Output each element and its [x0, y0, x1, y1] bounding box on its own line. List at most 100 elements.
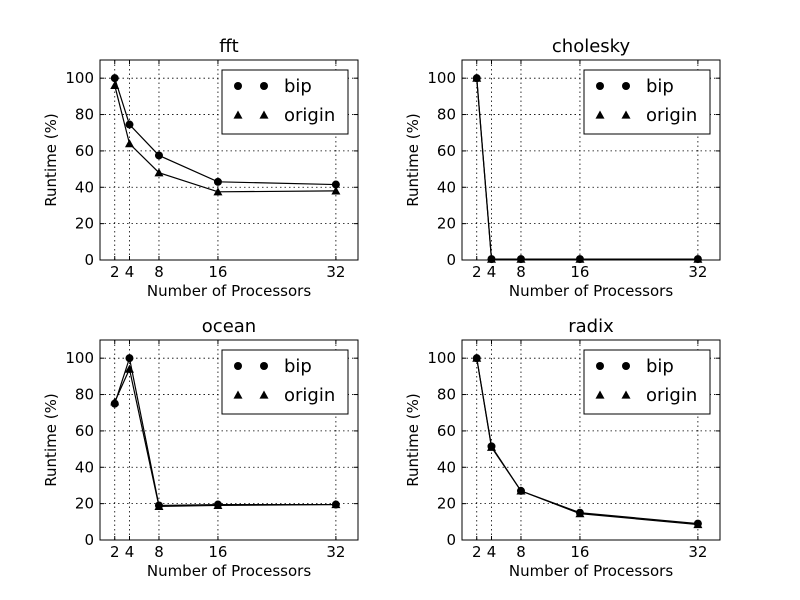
legend-box: [221, 349, 349, 415]
legend-marker-origin: [259, 110, 269, 119]
data-point-bip: [110, 74, 119, 83]
y-tick-label: 60: [437, 142, 456, 160]
y-tick-label: 0: [446, 531, 456, 549]
y-tick-label: 100: [427, 349, 456, 367]
legend-box: [583, 349, 711, 415]
data-point-origin: [110, 397, 120, 406]
x-tick-label: 4: [487, 543, 497, 561]
data-point-bip: [125, 120, 134, 129]
y-axis-label: Runtime (%): [404, 393, 422, 486]
x-tick-label: 2: [110, 543, 120, 561]
chart-title: radix: [568, 316, 614, 337]
x-tick-label: 32: [688, 543, 707, 561]
chart-title: cholesky: [552, 36, 631, 57]
data-point-origin: [331, 186, 341, 195]
y-tick-label: 100: [427, 69, 456, 87]
data-point-bip: [331, 180, 340, 189]
y-tick-label: 100: [65, 349, 94, 367]
data-point-origin: [213, 500, 223, 510]
y-axis-label: Runtime (%): [42, 393, 60, 486]
legend-marker-origin: [621, 390, 631, 399]
legend-marker-origin: [621, 110, 631, 119]
y-tick-label: 0: [84, 251, 94, 269]
x-tick-label: 32: [326, 263, 345, 281]
x-axis-label: Number of Processors: [147, 282, 311, 300]
data-point-origin: [516, 254, 526, 263]
y-axis-label: Runtime (%): [404, 113, 422, 206]
data-point-origin: [124, 364, 134, 373]
legend-entry-bip: bip: [234, 76, 312, 97]
legend-marker-bip: [260, 82, 268, 90]
data-point-origin: [486, 254, 496, 263]
legend-box: [583, 69, 711, 135]
legend-marker-bip: [234, 362, 242, 370]
chart-panel-fft: 2 4 8 16 32 0 20 40 60 80 100 fft Number of Processo…: [42, 36, 359, 300]
data-point-origin: [486, 442, 496, 451]
legend-entry-origin: origin: [233, 105, 335, 126]
x-tick-label: 16: [570, 263, 589, 281]
legend-marker-origin: [595, 390, 605, 399]
y-axis-label: Runtime (%): [42, 113, 60, 206]
series-origin: [110, 364, 341, 510]
legend-entry-origin: origin: [233, 385, 335, 406]
plot-frame: [99, 339, 359, 541]
x-tick-label: 8: [154, 543, 164, 561]
legend-label-origin: origin: [284, 385, 335, 406]
x-axis-label: Number of Processors: [509, 562, 673, 580]
y-tick-label: 20: [437, 495, 456, 513]
data-point-bip: [213, 177, 222, 186]
y-tick-label: 40: [437, 458, 456, 476]
y-tick-label: 40: [75, 458, 94, 476]
legend-entry-origin: origin: [595, 105, 697, 126]
legend-marker-bip: [622, 82, 630, 90]
y-tick-label: 20: [437, 215, 456, 233]
legend-entry-bip: bip: [596, 356, 674, 377]
data-point-origin: [472, 353, 482, 362]
legend-marker-origin: [233, 110, 243, 119]
y-tick-label: 100: [65, 69, 94, 87]
x-tick-label: 4: [125, 263, 135, 281]
legend: bip origin: [221, 349, 349, 415]
series-origin: [110, 80, 341, 196]
legend-marker-bip: [622, 362, 630, 370]
legend: bip origin: [221, 69, 349, 135]
chart-title: ocean: [202, 316, 256, 337]
legend-label-origin: origin: [646, 385, 697, 406]
legend-marker-bip: [596, 362, 604, 370]
x-tick-label: 2: [110, 263, 120, 281]
data-point-origin: [154, 168, 164, 177]
series-origin: [472, 73, 703, 263]
legend-entry-origin: origin: [595, 385, 697, 406]
legend-marker-bip: [596, 82, 604, 90]
x-tick-label: 4: [125, 543, 135, 561]
y-tick-label: 60: [75, 422, 94, 440]
legend-label-bip: bip: [284, 76, 312, 97]
legend-label-bip: bip: [646, 356, 674, 377]
x-tick-label: 8: [516, 263, 526, 281]
legend-label-origin: origin: [646, 105, 697, 126]
chart-panel-ocean: 2 4 8 16 32 0 20 40 60 80 100 ocean Number of Proces…: [42, 316, 359, 580]
data-point-origin: [575, 254, 585, 263]
data-point-bip: [125, 354, 134, 363]
data-point-bip: [154, 151, 163, 160]
legend-marker-origin: [233, 390, 243, 399]
x-tick-label: 16: [208, 543, 227, 561]
legend-marker-origin: [259, 390, 269, 399]
legend: bip origin: [583, 69, 711, 135]
chart-panel-cholesky: 2 4 8 16 32 0 20 40 60 80 100 cholesky Number of Pro…: [404, 36, 721, 300]
y-tick-label: 80: [75, 106, 94, 124]
legend-label-bip: bip: [646, 76, 674, 97]
y-tick-label: 40: [75, 178, 94, 196]
data-point-origin: [213, 187, 223, 196]
data-point-origin: [110, 80, 120, 90]
x-tick-label: 8: [154, 263, 164, 281]
chart-panel-radix: 2 4 8 16 32 0 20 40 60 80 100 radix Number of Proces…: [404, 316, 721, 580]
legend-entry-bip: bip: [596, 76, 674, 97]
legend-marker-bip: [234, 82, 242, 90]
y-tick-label: 80: [437, 386, 456, 404]
data-point-origin: [575, 509, 585, 518]
legend-entry-bip: bip: [234, 356, 312, 377]
x-tick-label: 2: [472, 263, 482, 281]
y-tick-label: 0: [84, 531, 94, 549]
